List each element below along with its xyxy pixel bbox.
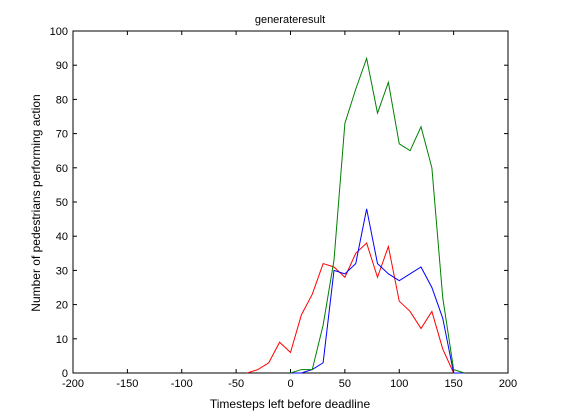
y-tick-label: 20 bbox=[56, 300, 68, 312]
y-tick-label: 70 bbox=[56, 129, 68, 141]
chart-title: generateresult bbox=[255, 14, 325, 26]
axes: -200 -150 -100 -50 0 50 100 150 200 0 10 20 30 40 50 60… bbox=[50, 26, 518, 390]
x-tick-label: -50 bbox=[228, 378, 244, 390]
y-tick-label: 40 bbox=[56, 231, 68, 243]
x-tick-label: -150 bbox=[116, 378, 138, 390]
x-tick-label: 200 bbox=[499, 378, 517, 390]
y-tick-label: 10 bbox=[56, 334, 68, 346]
series-group bbox=[246, 56, 465, 374]
y-tick-label: 30 bbox=[56, 265, 68, 277]
series-line bbox=[246, 242, 465, 374]
y-tick-label: 80 bbox=[56, 94, 68, 106]
x-axis-label: Timesteps left before deadline bbox=[210, 397, 371, 411]
y-tick-label: 50 bbox=[56, 197, 68, 209]
x-tick-label: 0 bbox=[287, 378, 293, 390]
plot-frame bbox=[72, 30, 509, 374]
y-tick-label: 60 bbox=[56, 163, 68, 175]
x-tick-label: 100 bbox=[390, 378, 408, 390]
x-tick-label: 50 bbox=[339, 378, 351, 390]
y-tick-label: 0 bbox=[62, 368, 68, 380]
x-tick-label: -200 bbox=[62, 378, 84, 390]
series-line bbox=[290, 208, 465, 374]
x-tick-label: 150 bbox=[444, 378, 462, 390]
y-axis-label: Number of pedestrians performing action bbox=[29, 94, 43, 311]
series-line bbox=[290, 56, 465, 374]
y-tick-label: 100 bbox=[50, 26, 68, 38]
y-tick-label: 90 bbox=[56, 60, 68, 72]
x-tick-label: -100 bbox=[171, 378, 193, 390]
